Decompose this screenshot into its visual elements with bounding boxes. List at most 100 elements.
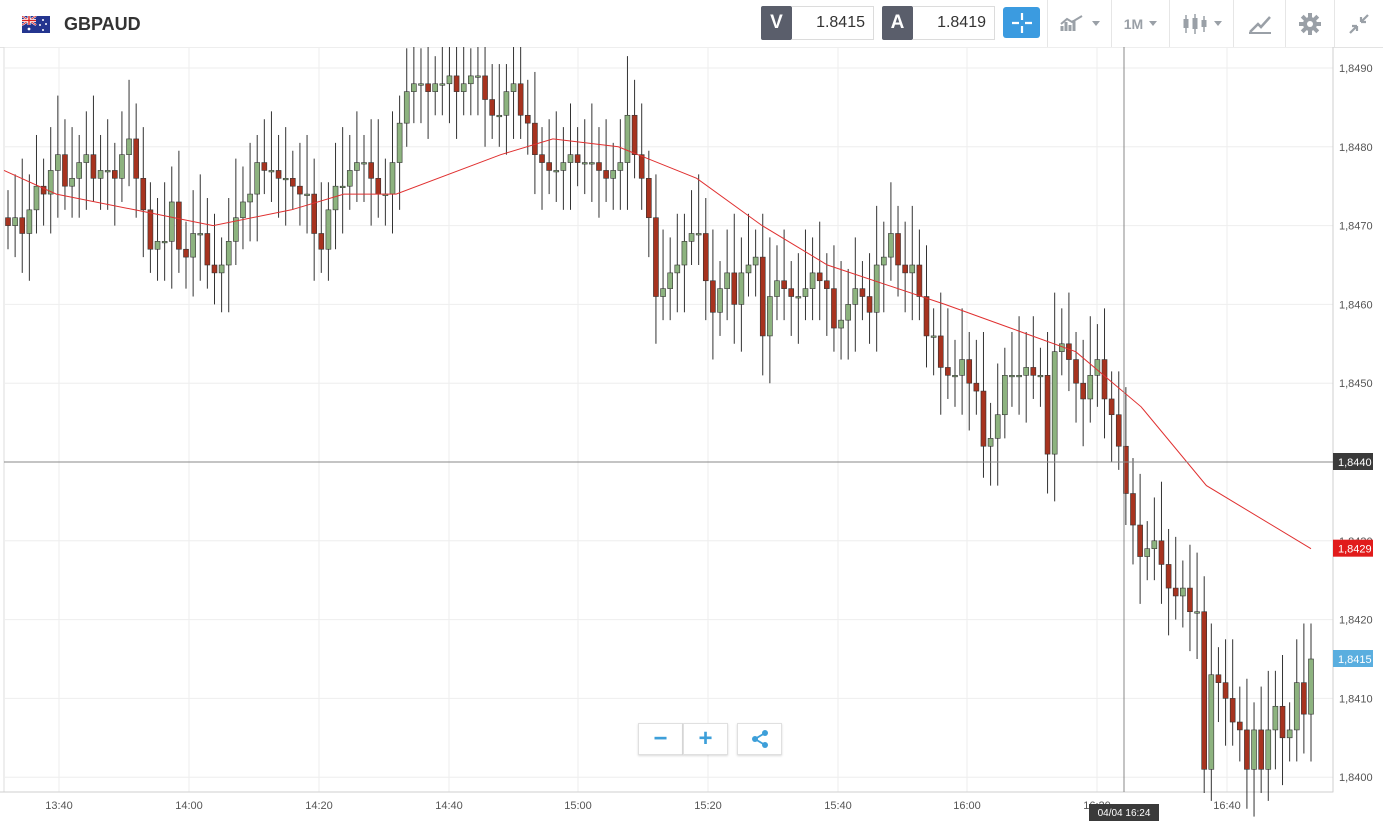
candle-up — [724, 272, 730, 289]
zoom-in-button[interactable]: + — [683, 723, 728, 755]
candle-up — [389, 162, 396, 195]
candle-down — [318, 233, 325, 250]
candle-up — [1144, 548, 1151, 557]
candle-down — [781, 280, 787, 289]
candle-up — [1037, 375, 1044, 378]
chevron-down-icon — [1213, 21, 1222, 26]
candle-up — [225, 241, 232, 266]
ma-price-tag-bg — [1333, 539, 1373, 557]
candles — [5, 47, 1314, 817]
candle-up — [254, 162, 261, 195]
bid-label: V — [761, 6, 792, 40]
candle-up — [332, 185, 339, 211]
candle-up — [617, 162, 624, 171]
share-button[interactable] — [737, 723, 782, 755]
candle-down — [759, 256, 766, 337]
current-price-tag: 1,8415 — [1333, 650, 1373, 667]
ma-price-tag-text: 1,8429 — [1338, 544, 1372, 556]
candle-up — [681, 241, 688, 266]
candle-up — [1009, 375, 1015, 378]
chart-toolbar: GBPAUD V 1.8415 A 1.8419 1M — [0, 0, 1383, 48]
candle-up — [268, 170, 275, 173]
candle-down — [261, 162, 268, 171]
candlestick-icon — [1183, 13, 1206, 34]
chart-type-button[interactable] — [1047, 0, 1111, 47]
candle-up — [97, 170, 104, 179]
candle-up — [233, 217, 239, 242]
candle-down — [1066, 343, 1072, 360]
candle-down — [710, 280, 716, 313]
candle-up — [845, 304, 851, 321]
candle-up — [197, 233, 204, 236]
candle-up — [47, 170, 54, 195]
candle-up — [624, 114, 631, 163]
candle-down — [425, 83, 431, 92]
candle-down — [1044, 375, 1051, 455]
candle-up — [553, 170, 560, 173]
candle-up — [880, 256, 887, 266]
candle-down — [1201, 611, 1207, 770]
candle-down — [1073, 359, 1079, 384]
bid-value: 1.8415 — [792, 6, 874, 40]
x-axis-tick-label: 15:20 — [694, 800, 722, 812]
ask-price-box[interactable]: A 1.8419 — [882, 5, 995, 41]
candle-down — [574, 154, 581, 163]
candle-up — [69, 178, 75, 187]
candle-down — [1279, 705, 1286, 739]
candle-down — [816, 272, 823, 282]
candle-up — [418, 83, 424, 86]
candle-up — [688, 233, 695, 242]
chevron-down-icon — [1149, 21, 1158, 26]
drawing-tools-button[interactable] — [1233, 0, 1285, 47]
y-axis-tick-label: 1,8470 — [1339, 221, 1373, 233]
crosshair-button[interactable] — [1003, 7, 1040, 38]
candle-up — [1308, 658, 1314, 715]
gear-icon — [1299, 12, 1321, 35]
candle-up — [752, 256, 759, 266]
zoom-out-button[interactable]: − — [638, 723, 683, 755]
candle-down — [1123, 445, 1129, 494]
candle-up — [510, 83, 517, 92]
candle-down — [147, 209, 154, 250]
price-chart[interactable]: 1,8490 1,8480 1,8470 1,8460 1,8450 1,8440 1,84… — [0, 47, 1383, 825]
candle-down — [5, 217, 11, 226]
candle-up — [104, 170, 111, 173]
candle-down — [524, 114, 531, 124]
candle-up — [468, 75, 474, 85]
candle-down — [375, 178, 382, 195]
candle-up — [802, 288, 809, 297]
crosshair-icon — [1011, 12, 1032, 33]
candle-down — [62, 154, 68, 187]
candle-down — [1165, 564, 1172, 589]
y-axis-tick-label: 1,8400 — [1339, 772, 1373, 784]
candle-style-button[interactable] — [1169, 0, 1233, 47]
candle-down — [90, 154, 97, 179]
candle-down — [1158, 540, 1165, 565]
candle-up — [795, 296, 802, 299]
candle-up — [767, 296, 773, 337]
chart-type-icon — [1059, 14, 1083, 31]
crosshair-time-tag-text: 04/04 16:24 — [1098, 808, 1151, 819]
candle-up — [218, 264, 225, 274]
instrument-selector[interactable]: GBPAUD — [22, 12, 141, 36]
candle-up — [26, 209, 33, 234]
bid-price-box[interactable]: V 1.8415 — [761, 5, 874, 41]
candle-up — [119, 154, 125, 179]
y-axis-tick-label: 1,8450 — [1339, 378, 1373, 390]
candle-down — [133, 138, 139, 179]
candle-down — [966, 359, 973, 384]
candle-up — [745, 264, 752, 274]
candle-down — [1187, 587, 1193, 613]
candle-down — [653, 217, 659, 297]
candle-down — [788, 288, 795, 297]
settings-button[interactable] — [1285, 0, 1334, 47]
ma-price-tag: 1,8429 — [1333, 539, 1373, 557]
candle-down — [297, 185, 303, 195]
candle-down — [1258, 729, 1264, 770]
timeframe-button[interactable]: 1M — [1111, 0, 1169, 47]
collapse-button[interactable] — [1334, 0, 1383, 47]
candle-up — [873, 264, 880, 313]
y-axis-tick-label: 1,8460 — [1339, 299, 1373, 311]
candle-down — [546, 162, 552, 171]
candle-down — [923, 296, 930, 337]
